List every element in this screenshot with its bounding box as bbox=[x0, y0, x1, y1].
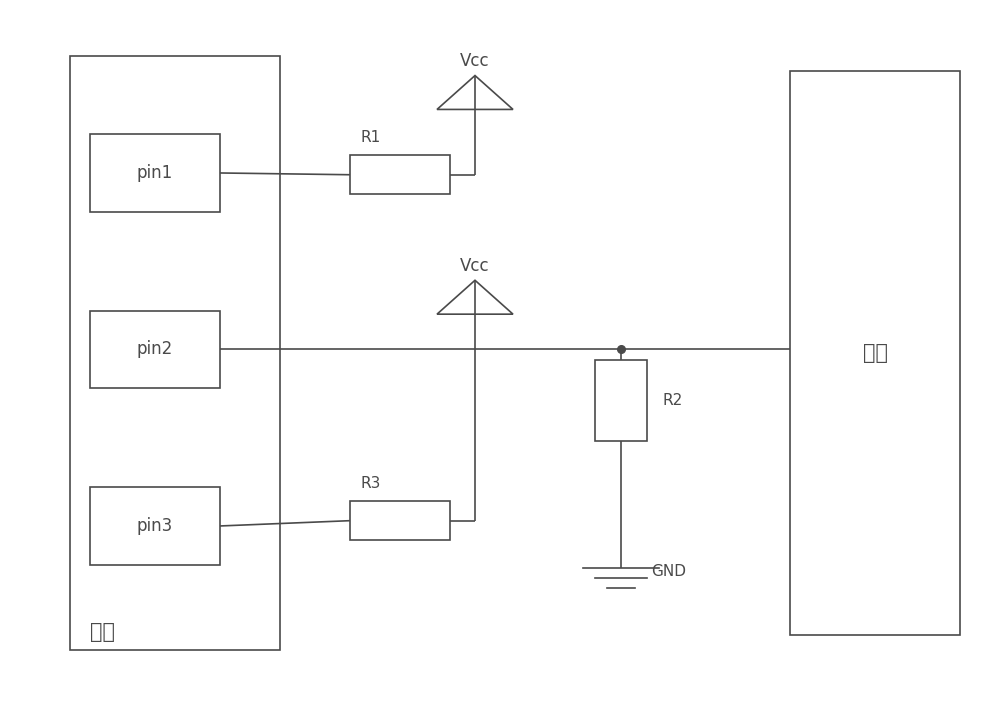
Text: 芯片: 芯片 bbox=[862, 343, 888, 363]
Bar bbox=[350, 155, 450, 194]
Bar bbox=[90, 134, 220, 212]
Text: R1: R1 bbox=[360, 130, 380, 145]
Text: pin1: pin1 bbox=[137, 164, 173, 182]
Text: pin3: pin3 bbox=[137, 517, 173, 535]
Text: R2: R2 bbox=[662, 393, 682, 408]
Text: GND: GND bbox=[651, 564, 686, 580]
Text: R3: R3 bbox=[360, 476, 380, 491]
Bar bbox=[90, 311, 220, 388]
Bar bbox=[350, 501, 450, 540]
Text: 排针: 排针 bbox=[90, 623, 115, 642]
Text: Vcc: Vcc bbox=[460, 257, 490, 275]
Text: Vcc: Vcc bbox=[460, 52, 490, 70]
Bar bbox=[595, 360, 647, 441]
Bar bbox=[90, 487, 220, 565]
Text: pin2: pin2 bbox=[137, 340, 173, 359]
Bar bbox=[790, 71, 960, 635]
Bar bbox=[70, 56, 280, 650]
